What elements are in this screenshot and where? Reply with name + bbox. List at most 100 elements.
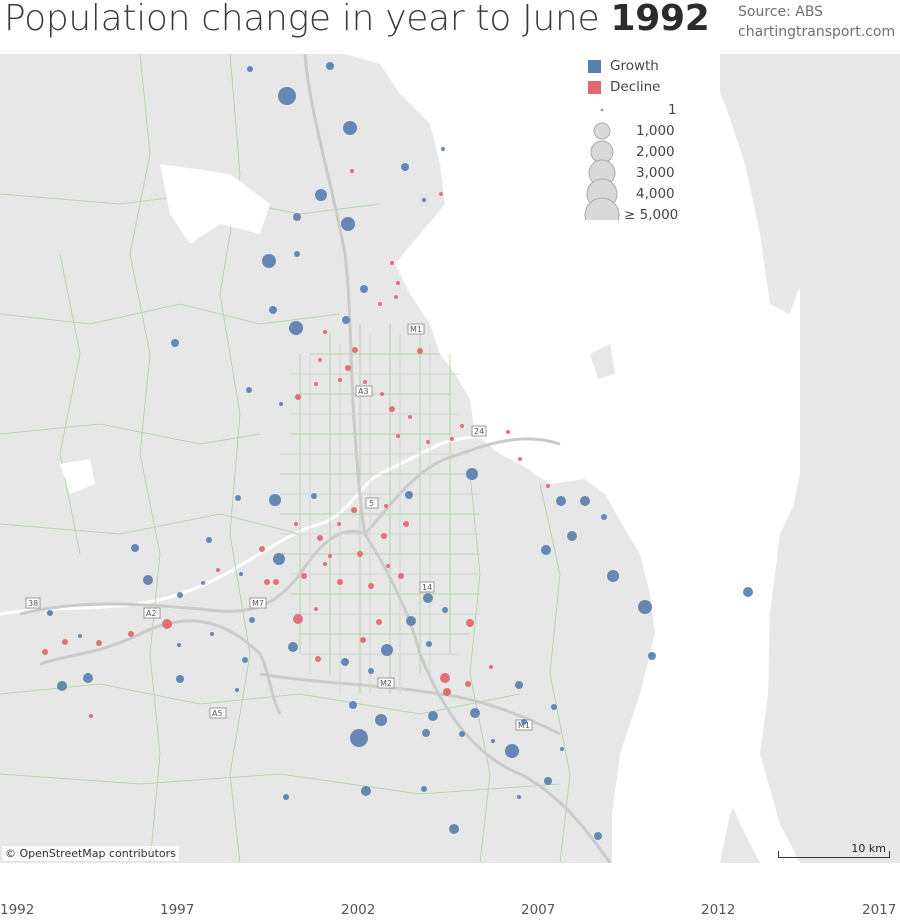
decline-marker[interactable]: [337, 579, 343, 585]
decline-marker[interactable]: [403, 521, 409, 527]
decline-marker[interactable]: [443, 688, 451, 696]
growth-marker[interactable]: [638, 600, 652, 614]
growth-marker[interactable]: [361, 786, 371, 796]
growth-marker[interactable]: [177, 643, 181, 647]
growth-marker[interactable]: [326, 62, 334, 70]
decline-marker[interactable]: [439, 192, 443, 196]
decline-marker[interactable]: [295, 394, 301, 400]
decline-marker[interactable]: [389, 406, 395, 412]
decline-marker[interactable]: [376, 619, 382, 625]
growth-marker[interactable]: [517, 795, 521, 799]
growth-marker[interactable]: [78, 634, 82, 638]
growth-marker[interactable]: [242, 657, 248, 663]
growth-marker[interactable]: [350, 729, 368, 747]
growth-marker[interactable]: [177, 592, 183, 598]
decline-marker[interactable]: [417, 348, 423, 354]
site-line[interactable]: chartingtransport.com: [738, 24, 896, 40]
decline-marker[interactable]: [466, 619, 474, 627]
decline-marker[interactable]: [546, 484, 550, 488]
growth-marker[interactable]: [743, 587, 753, 597]
decline-marker[interactable]: [323, 330, 327, 334]
decline-marker[interactable]: [440, 673, 450, 683]
decline-marker[interactable]: [426, 440, 430, 444]
decline-marker[interactable]: [293, 614, 303, 624]
decline-marker[interactable]: [381, 533, 387, 539]
map-canvas[interactable]: M1 M1 M2 M7 A2 A3 A5 5 14 24 38 Growth D…: [0, 54, 900, 863]
decline-marker[interactable]: [273, 579, 279, 585]
decline-marker[interactable]: [378, 302, 382, 306]
decline-marker[interactable]: [394, 295, 398, 299]
growth-marker[interactable]: [342, 316, 350, 324]
year-2002[interactable]: 2002: [341, 902, 376, 918]
year-2007[interactable]: 2007: [521, 902, 556, 918]
decline-marker[interactable]: [314, 607, 318, 611]
growth-marker[interactable]: [311, 493, 317, 499]
decline-marker[interactable]: [345, 365, 351, 371]
growth-marker[interactable]: [491, 739, 495, 743]
growth-marker[interactable]: [405, 491, 413, 499]
growth-marker[interactable]: [601, 514, 607, 520]
growth-marker[interactable]: [470, 708, 480, 718]
growth-marker[interactable]: [423, 593, 433, 603]
growth-marker[interactable]: [131, 544, 139, 552]
growth-marker[interactable]: [381, 644, 393, 656]
growth-marker[interactable]: [47, 610, 53, 616]
decline-marker[interactable]: [368, 583, 374, 589]
growth-marker[interactable]: [556, 496, 566, 506]
decline-marker[interactable]: [128, 631, 134, 637]
growth-marker[interactable]: [201, 581, 205, 585]
growth-marker[interactable]: [406, 616, 416, 626]
growth-marker[interactable]: [515, 681, 523, 689]
decline-marker[interactable]: [42, 649, 48, 655]
decline-marker[interactable]: [398, 573, 404, 579]
decline-marker[interactable]: [294, 522, 298, 526]
decline-marker[interactable]: [357, 551, 363, 557]
decline-marker[interactable]: [460, 424, 464, 428]
growth-marker[interactable]: [279, 402, 283, 406]
growth-marker[interactable]: [171, 339, 179, 347]
growth-marker[interactable]: [541, 545, 551, 555]
growth-marker[interactable]: [607, 570, 619, 582]
decline-marker[interactable]: [314, 382, 318, 386]
growth-marker[interactable]: [521, 719, 527, 725]
growth-marker[interactable]: [567, 531, 577, 541]
growth-marker[interactable]: [273, 553, 285, 565]
growth-marker[interactable]: [83, 673, 93, 683]
growth-marker[interactable]: [247, 66, 253, 72]
growth-marker[interactable]: [269, 306, 277, 314]
growth-marker[interactable]: [315, 189, 327, 201]
decline-marker[interactable]: [96, 640, 102, 646]
growth-marker[interactable]: [544, 777, 552, 785]
growth-marker[interactable]: [560, 747, 564, 751]
growth-marker[interactable]: [294, 251, 300, 257]
decline-marker[interactable]: [317, 535, 323, 541]
decline-marker[interactable]: [450, 437, 454, 441]
growth-marker[interactable]: [341, 658, 349, 666]
decline-marker[interactable]: [465, 681, 471, 687]
growth-marker[interactable]: [375, 714, 387, 726]
year-2012[interactable]: 2012: [701, 902, 736, 918]
decline-marker[interactable]: [216, 568, 220, 572]
growth-marker[interactable]: [466, 468, 478, 480]
growth-marker[interactable]: [551, 704, 557, 710]
growth-marker[interactable]: [289, 321, 303, 335]
growth-marker[interactable]: [426, 641, 432, 647]
growth-marker[interactable]: [283, 794, 289, 800]
decline-marker[interactable]: [396, 434, 400, 438]
map-attribution[interactable]: © OpenStreetMap contributors: [2, 846, 179, 861]
growth-marker[interactable]: [249, 617, 255, 623]
decline-marker[interactable]: [323, 562, 327, 566]
growth-marker[interactable]: [459, 731, 465, 737]
growth-marker[interactable]: [293, 213, 301, 221]
growth-marker[interactable]: [368, 668, 374, 674]
growth-marker[interactable]: [246, 387, 252, 393]
growth-marker[interactable]: [210, 632, 214, 636]
decline-marker[interactable]: [363, 380, 367, 384]
decline-marker[interactable]: [162, 619, 172, 629]
decline-marker[interactable]: [62, 639, 68, 645]
year-1992[interactable]: 1992: [0, 902, 35, 918]
decline-marker[interactable]: [390, 261, 394, 265]
decline-marker[interactable]: [408, 415, 412, 419]
decline-marker[interactable]: [89, 714, 93, 718]
growth-marker[interactable]: [428, 711, 438, 721]
